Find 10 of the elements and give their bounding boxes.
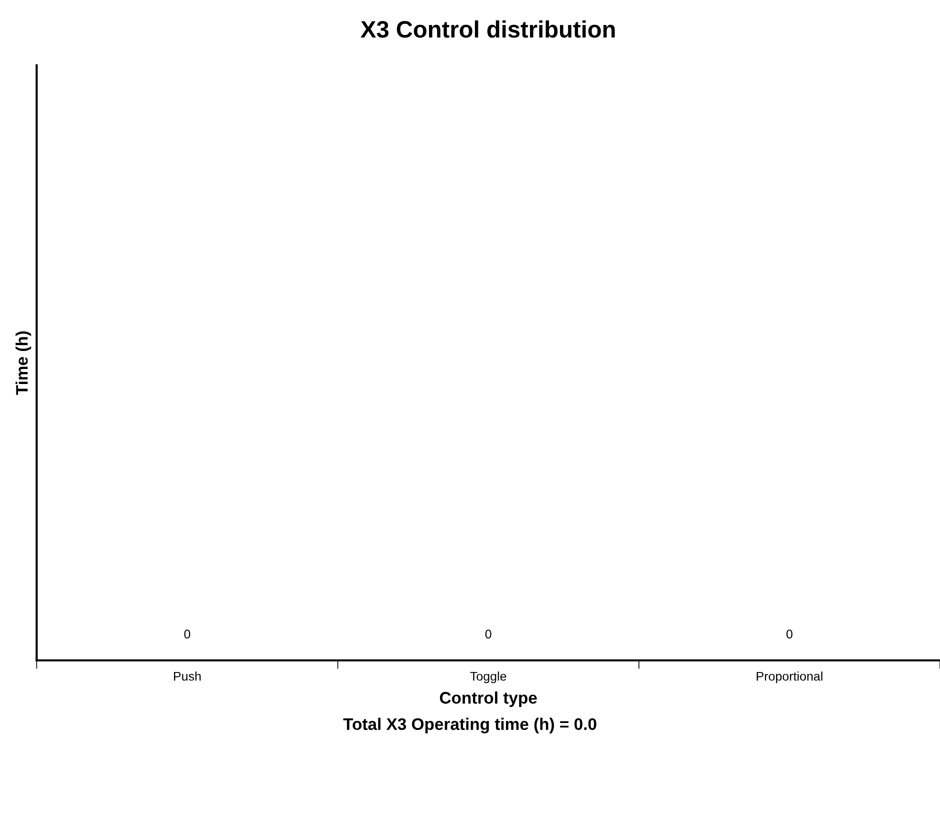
text: Control type (440, 691, 537, 708)
category-label: Toggle (470, 672, 506, 684)
category-label: Push (174, 672, 201, 681)
text: X3 Control distribution (360, 20, 615, 38)
data-label: 0 (485, 630, 492, 638)
data-label: 0 (786, 630, 792, 638)
text: Total X3 Operating time (h) = 0.0 (343, 718, 596, 734)
data-label: 0 (184, 630, 190, 638)
text: Time (h) (16, 331, 32, 395)
category-label: Proportional (756, 672, 822, 684)
